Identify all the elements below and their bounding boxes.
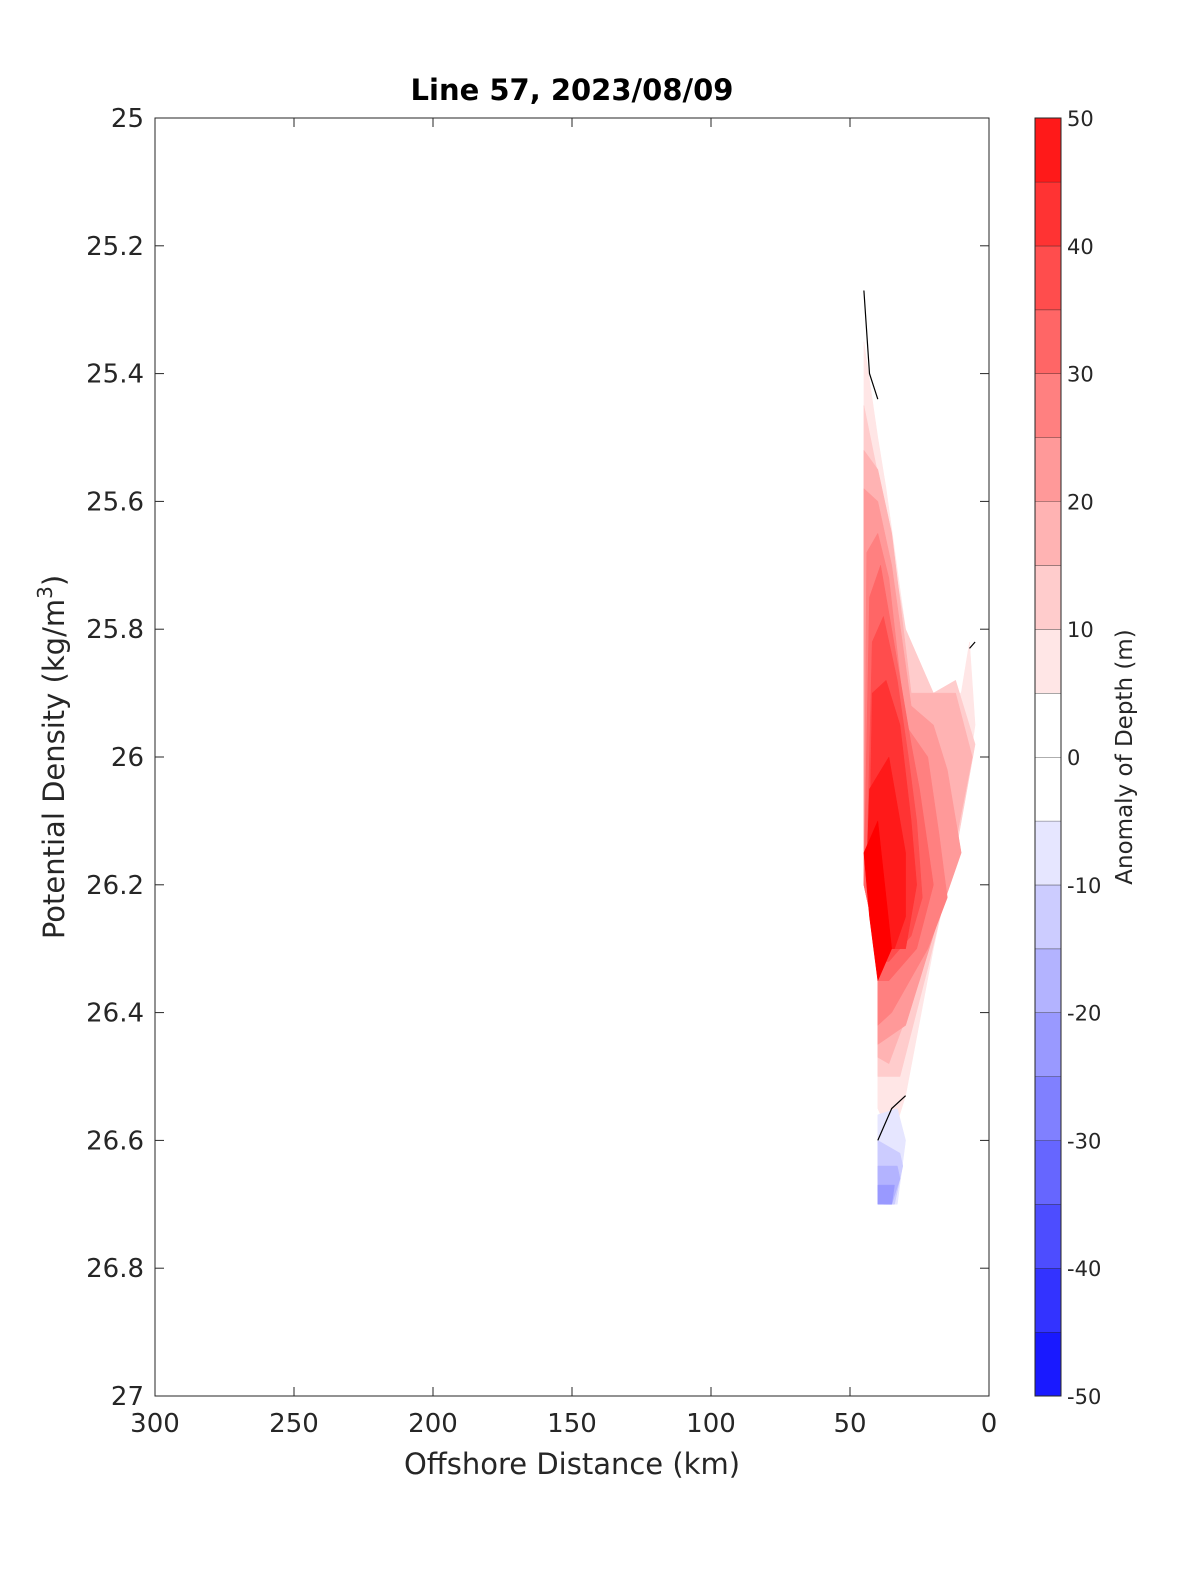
x-tick-label-1: 250 xyxy=(269,1409,319,1439)
y-axis: 25 25.2 25.4 25.6 25.8 26 26.2 26.4 26.6 26.8 27 xyxy=(86,104,989,1412)
x-axis-label: Offshore Distance (km) xyxy=(404,1447,740,1481)
colorbar-segment-0 xyxy=(1035,693,1061,757)
x-tick-label-0: 300 xyxy=(130,1409,180,1439)
colorbar-segment-10 xyxy=(1035,565,1061,630)
y-tick-label-6: 26.2 xyxy=(86,871,144,901)
zero-contour-line-2 xyxy=(969,641,976,649)
x-tick-label-5: 50 xyxy=(833,1409,866,1439)
colorbar-segment--40 xyxy=(1035,1204,1061,1269)
colorbar-tick-label-1: 40 xyxy=(1067,235,1094,259)
colorbar-tick-label-2: 30 xyxy=(1067,363,1094,387)
y-tick-label-10: 27 xyxy=(111,1382,144,1412)
chart-title: Line 57, 2023/08/09 xyxy=(411,73,734,107)
y-axis-label-text: Potential Density (kg/m xyxy=(37,599,71,939)
colorbar-tick-label-8: -30 xyxy=(1067,1129,1101,1153)
colorbar-frame xyxy=(1034,117,1062,1397)
contour-region-9 xyxy=(863,819,892,982)
y-tick-label-8: 26.6 xyxy=(86,1126,144,1156)
zero-contour-line-1 xyxy=(877,1095,907,1141)
colorbar-tick-label-3: 20 xyxy=(1067,490,1094,514)
y-tick-label-7: 26.4 xyxy=(86,999,144,1029)
zero-contour-line-0 xyxy=(863,290,879,400)
colorbar-segment-15 xyxy=(1035,501,1061,566)
colorbar-segment--5 xyxy=(1035,757,1061,821)
y-axis-label: Potential Density (kg/m3) xyxy=(33,575,71,939)
colorbar-segment--35 xyxy=(1035,1140,1061,1205)
x-tick-label-2: 200 xyxy=(408,1409,458,1439)
y-tick-label-2: 25.4 xyxy=(86,360,144,390)
colorbar-segment--10 xyxy=(1035,820,1061,885)
plot-background xyxy=(155,118,989,1396)
x-tick-label-3: 150 xyxy=(547,1409,597,1439)
colorbar-segment--50 xyxy=(1035,1332,1061,1396)
colorbar-segment-25 xyxy=(1035,373,1061,438)
colorbar-segment--20 xyxy=(1035,948,1061,1013)
colorbar-segment-35 xyxy=(1035,245,1061,310)
colorbar-segment-30 xyxy=(1035,309,1061,374)
colorbar-tick-label-4: 10 xyxy=(1067,618,1094,642)
y-axis-label-close: ) xyxy=(37,575,71,586)
colorbar-segment--30 xyxy=(1035,1076,1061,1141)
y-tick-label-4: 25.8 xyxy=(86,615,144,645)
y-tick-label-0: 25 xyxy=(111,104,144,134)
colorbar-segment-40 xyxy=(1035,181,1061,246)
colorbar-segment--25 xyxy=(1035,1012,1061,1077)
colorbar-segment-20 xyxy=(1035,437,1061,502)
x-tick-label-6: 0 xyxy=(981,1409,998,1439)
y-tick-label-3: 25.6 xyxy=(86,487,144,517)
colorbar-segment-45 xyxy=(1035,118,1061,182)
colorbar-label: Anomaly of Depth (m) xyxy=(1112,629,1138,884)
colorbar-tick-label-10: -50 xyxy=(1067,1385,1101,1409)
colorbar-segment--15 xyxy=(1035,884,1061,949)
colorbar-tick-label-6: -10 xyxy=(1067,874,1101,898)
y-axis-label-superscript: 3 xyxy=(33,586,57,599)
y-tick-label-1: 25.2 xyxy=(86,232,144,262)
x-tick-label-4: 100 xyxy=(686,1409,736,1439)
colorbar-tick-label-9: -40 xyxy=(1067,1257,1101,1281)
colorbar: 50 40 30 20 10 0 -10 -20 -30 -40 -50 xyxy=(1034,107,1101,1409)
plot-area xyxy=(154,117,990,1397)
y-tick-label-9: 26.8 xyxy=(86,1254,144,1284)
colorbar-tick-label-0: 50 xyxy=(1067,107,1094,131)
colorbar-segment--45 xyxy=(1035,1268,1061,1333)
colorbar-tick-label-7: -20 xyxy=(1067,1002,1101,1026)
x-axis: 300 250 200 150 100 50 0 xyxy=(130,118,997,1439)
colorbar-segment-5 xyxy=(1035,629,1061,694)
contour-region-13 xyxy=(877,1184,895,1205)
colorbar-tick-label-5: 0 xyxy=(1067,746,1080,770)
y-tick-label-5: 26 xyxy=(111,743,144,773)
